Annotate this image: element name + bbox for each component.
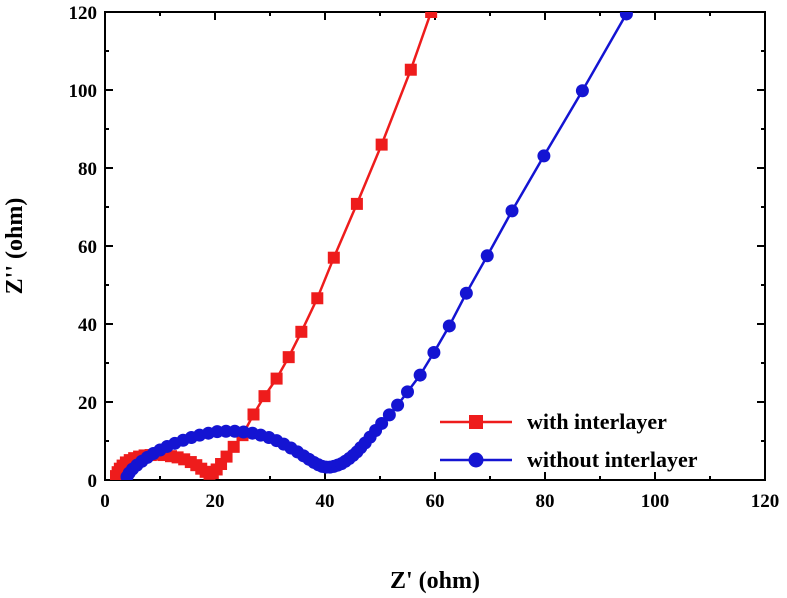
x-tick-label: 60: [426, 491, 445, 512]
data-point-circle: [480, 249, 494, 263]
data-point-circle: [442, 319, 456, 333]
data-point-circle: [459, 286, 473, 300]
y-tick-label: 60: [78, 237, 97, 258]
x-tick-label: 40: [316, 491, 335, 512]
data-point-circle: [427, 345, 441, 359]
y-axis-title: Z'' (ohm): [2, 198, 28, 295]
y-tick-label: 120: [69, 3, 98, 24]
y-tick-label: 40: [78, 315, 97, 336]
series-line: [114, 12, 433, 477]
data-point-square: [258, 390, 271, 403]
tick-labels: 0 20 40 60 80 100 120 0 20 40 60 80 100 120: [69, 3, 780, 512]
legend-marker-circle: [468, 452, 484, 468]
data-point-square: [327, 251, 340, 264]
data-point-square: [311, 292, 324, 305]
series-line: [125, 13, 628, 478]
data-point-square: [350, 197, 363, 210]
y-tick-label: 80: [78, 159, 97, 180]
data-point-circle: [537, 149, 551, 163]
series-group: [110, 12, 633, 480]
data-point-circle: [619, 12, 633, 21]
data-point-circle: [401, 385, 414, 399]
legend-label: without interlayer: [527, 447, 698, 472]
data-point-circle: [382, 408, 396, 422]
legend-marker-square: [469, 415, 483, 429]
data-point-square: [247, 408, 260, 421]
data-point-circle: [575, 84, 589, 98]
legend-item: without interlayer: [440, 447, 698, 472]
data-point-circle: [391, 398, 405, 412]
ticks: [104, 11, 766, 481]
data-point-square: [282, 351, 295, 364]
x-tick-label: 20: [206, 491, 225, 512]
data-point-square: [295, 325, 308, 338]
legend-item: with interlayer: [440, 409, 667, 434]
data-point-square: [404, 63, 417, 76]
plot-area: [110, 12, 633, 480]
data-point-circle: [413, 368, 427, 382]
x-axis-title: Z' (ohm): [390, 568, 480, 594]
y-tick-label: 20: [78, 393, 97, 414]
data-point-square: [227, 440, 240, 453]
legend-label: with interlayer: [527, 409, 667, 434]
legend: with interlayer without interlayer: [440, 409, 698, 472]
y-tick-label: 0: [88, 471, 98, 492]
data-point-circle: [505, 204, 519, 218]
x-tick-label: 80: [536, 491, 555, 512]
data-point-square: [220, 450, 233, 463]
x-tick-label: 100: [641, 491, 670, 512]
data-point-square: [425, 12, 438, 18]
data-point-square: [375, 138, 388, 151]
data-point-circle: [375, 416, 389, 430]
y-tick-label: 100: [69, 81, 98, 102]
series-2: [120, 12, 633, 480]
data-point-square: [270, 372, 283, 385]
x-tick-label: 120: [751, 491, 780, 512]
x-tick-label: 0: [100, 491, 110, 512]
